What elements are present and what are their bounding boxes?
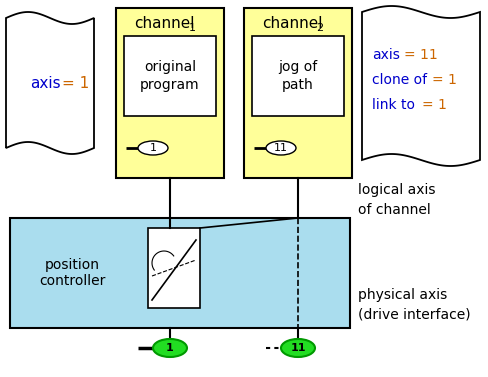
Text: = 1: = 1: [62, 75, 89, 90]
Text: physical axis
(drive interface): physical axis (drive interface): [358, 288, 470, 322]
FancyBboxPatch shape: [252, 36, 344, 116]
Text: = 1: = 1: [432, 73, 457, 87]
Text: clone of: clone of: [372, 73, 427, 87]
Ellipse shape: [138, 141, 168, 155]
FancyBboxPatch shape: [10, 218, 350, 328]
Text: logical axis
of channel: logical axis of channel: [358, 183, 435, 217]
Text: position
controller: position controller: [39, 258, 105, 288]
FancyBboxPatch shape: [116, 8, 224, 178]
Text: axis: axis: [30, 75, 61, 90]
Text: channel: channel: [134, 17, 194, 32]
Text: = 1: = 1: [422, 98, 447, 112]
Ellipse shape: [153, 339, 187, 357]
FancyBboxPatch shape: [244, 8, 352, 178]
Text: 1: 1: [149, 143, 157, 153]
Text: 11: 11: [274, 143, 288, 153]
Text: 11: 11: [290, 343, 306, 353]
Text: 2: 2: [316, 23, 324, 33]
Text: 1: 1: [188, 23, 196, 33]
Ellipse shape: [266, 141, 296, 155]
Text: link to: link to: [372, 98, 415, 112]
Text: jog of
path: jog of path: [278, 60, 318, 92]
Text: original
program: original program: [140, 60, 200, 92]
Ellipse shape: [281, 339, 315, 357]
Text: axis: axis: [372, 48, 400, 62]
Polygon shape: [6, 12, 94, 154]
Text: 1: 1: [166, 343, 174, 353]
Polygon shape: [362, 6, 480, 166]
FancyBboxPatch shape: [148, 228, 200, 308]
FancyBboxPatch shape: [124, 36, 216, 116]
Text: = 11: = 11: [404, 48, 438, 62]
Text: channel: channel: [262, 17, 322, 32]
